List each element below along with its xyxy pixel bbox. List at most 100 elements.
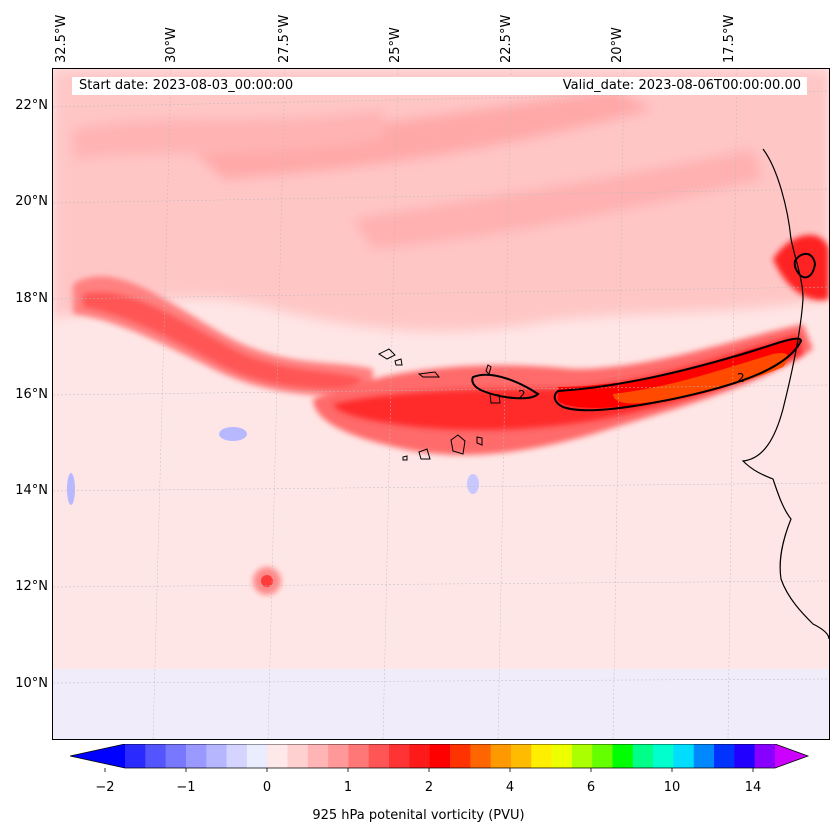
graticule [53,69,829,739]
contour-label-1: 2 [518,388,526,402]
pv-coastal-blob [773,235,829,301]
colorbar [70,744,810,772]
colorbar-bin [734,744,756,768]
pv-negative-patch-1 [219,427,247,441]
colorbar-bin [510,744,532,768]
african-coastline [741,148,829,640]
colorbar-bin [368,744,390,768]
lon-label-17-5w: 17.5°W [722,14,737,63]
colorbar-bin [226,744,248,768]
island-maio [476,436,483,446]
date-info-box [72,77,807,95]
island-sao-nicolau [417,371,441,378]
pv-field-svg: 2 2 [53,69,829,739]
island-santiago [450,434,466,455]
colorbar-title: 925 hPa potenital vorticity (PVU) [312,808,525,823]
island-fogo [418,448,431,460]
lat-label-12n: 12°N [15,579,48,594]
colorbar-bin [287,744,309,768]
colorbar-outline [70,744,810,769]
island-sao-vicente [394,358,403,366]
colorbar-bin [612,744,634,768]
pv-contour-2-main [553,337,803,412]
pv-west-ridge-core [83,292,363,391]
gridline-18n [53,286,829,300]
colorbar-bin [246,744,268,768]
gridline-10n [53,678,829,684]
lon-label-25w: 25°W [388,27,403,63]
gridline-20n [53,188,829,204]
colorbar-extend-min [70,744,125,768]
pv-negative-patch-2 [67,473,75,505]
colorbar-tick: −2 [95,780,115,795]
colorbar-bin [267,744,288,768]
island-sal [485,364,492,375]
pv-contour-2-west [471,373,540,400]
gridline-14n [53,482,829,492]
lat-label-22n: 22°N [15,98,48,113]
colorbar-bin [145,744,167,768]
island-brava [402,455,408,461]
colorbar-bin [714,744,735,768]
pv-contour-2-coast [793,252,817,279]
colorbar-bin [592,744,613,768]
colorbar-bin [206,744,228,768]
contour-label-2: 2 [737,371,745,385]
colorbar-extend-max [775,744,808,768]
colorbar-bin [632,744,654,768]
lon-label-22-5w: 22.5°W [499,14,514,63]
colorbar-bin [653,744,674,768]
colorbar-bin [389,744,410,768]
cape-verde-islands [377,348,501,461]
lon-label-30w: 30°W [164,27,179,63]
pv-north-region [53,69,829,332]
colorbar-tick: 10 [663,780,681,795]
pv-south-faint-blue [53,669,829,739]
pv-map: 2 2 [52,68,830,740]
gridline-22n [53,90,829,108]
colorbar-bin [409,744,431,768]
pv-north-streak-1 [193,89,653,179]
island-santo-antao [377,348,396,360]
colorbar-bin [450,744,471,768]
lat-label-10n: 10°N [15,676,48,691]
pv-main-band-peak [613,353,789,404]
colorbar-tick: 4 [505,780,515,795]
colorbar-bin [125,744,146,768]
colorbar-tick: −1 [176,780,196,795]
colorbar-tick: 2 [424,780,434,795]
colorbar-bin [429,744,451,768]
colorbar-tick: 1 [343,780,353,795]
colorbar-bin [165,744,187,768]
colorbar-bin [754,744,776,768]
pv-north-streak-3 [73,109,383,159]
pv-negative-patch-3 [467,474,479,494]
colorbar-bin [571,744,593,768]
colorbar-bin [693,744,715,768]
colorbar-bin [673,744,695,768]
colorbar-bin [328,744,349,768]
pv-isolated-blob-core [261,575,273,587]
lat-label-14n: 14°N [15,483,48,498]
colorbar-bin [185,744,207,768]
pv-main-band-mid [333,334,803,431]
start-date-label: Start date: 2023-08-03_00:00:00 [79,78,294,93]
lat-label-20n: 20°N [15,194,48,209]
colorbar-bin [470,744,492,768]
valid-date-label: Valid_date: 2023-08-06T00:00:00.00 [562,78,801,93]
colorbar-tick: 14 [744,780,762,795]
colorbar-bin [307,744,329,768]
pv-north-streak-2 [353,149,763,249]
island-boa-vista [489,393,501,404]
gridline-16n [53,384,829,396]
lon-label-20w: 20°W [610,27,625,63]
colorbar-tick: 0 [262,780,272,795]
colorbar-bin [490,744,512,768]
lon-label-32-5w: 32.5°W [54,14,69,63]
colorbar-bin [551,744,573,768]
gridline-12n [53,580,829,588]
lat-label-18n: 18°N [15,291,48,306]
colorbar-bin [531,744,553,768]
colorbar-tick: 6 [586,780,596,795]
lat-label-16n: 16°N [15,387,48,402]
